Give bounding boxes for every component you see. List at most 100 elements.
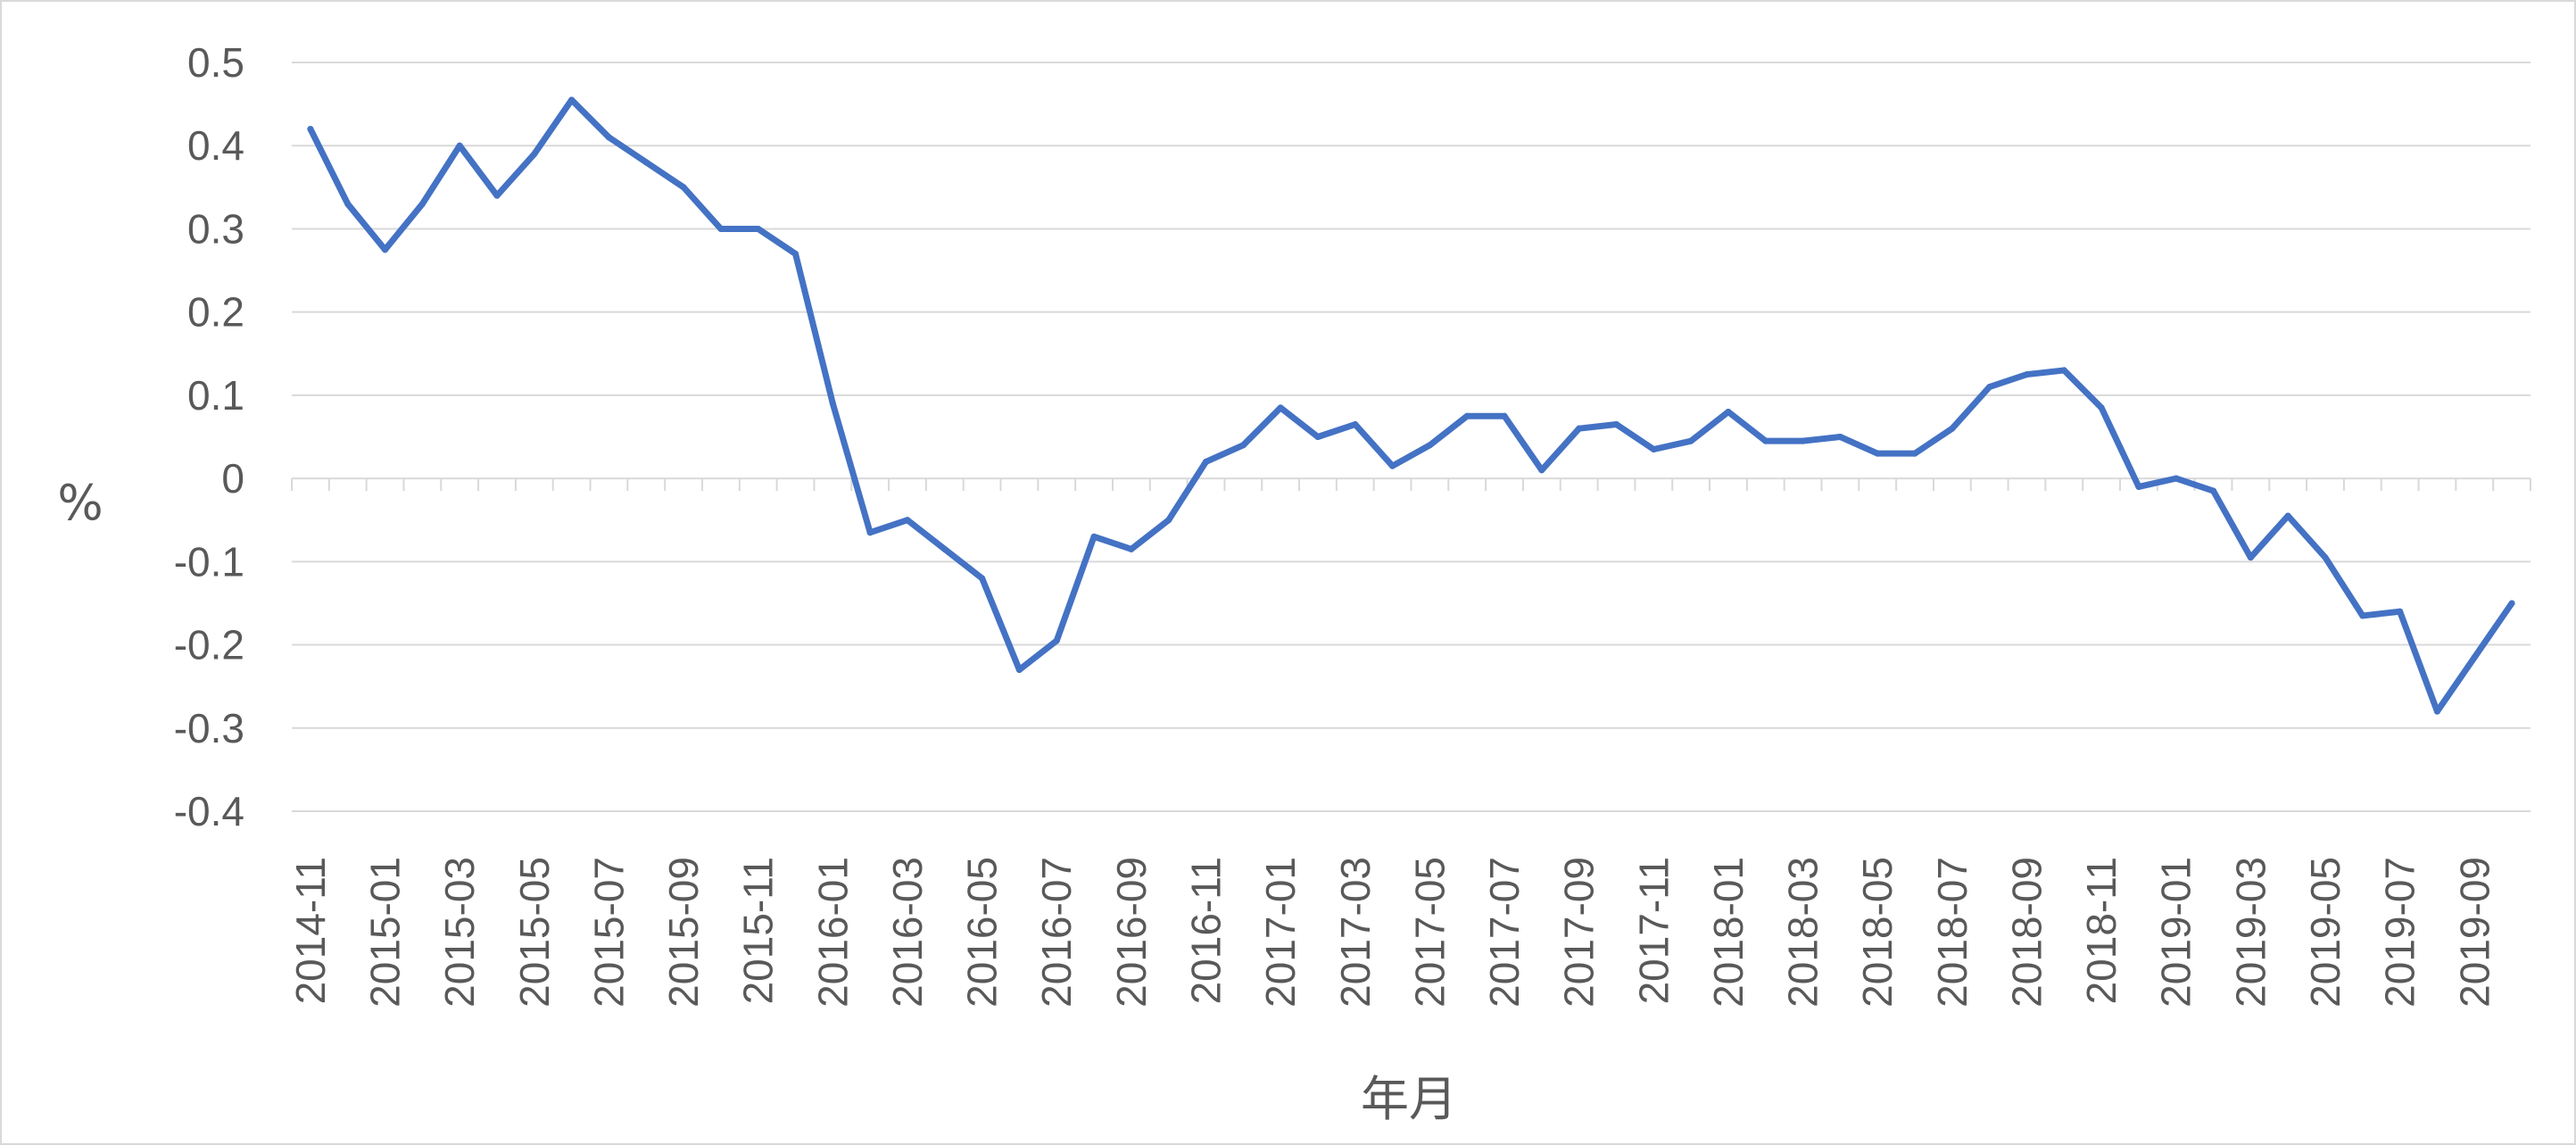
data-point <box>1053 637 1060 644</box>
series-line-segment <box>792 250 836 407</box>
series-line-segment <box>2135 475 2180 490</box>
series-line-segment <box>382 200 426 253</box>
series-line-segment <box>1650 437 1694 452</box>
x-tick-label: 2018-01 <box>1705 857 1752 1008</box>
data-point <box>1874 450 1881 457</box>
data-point <box>1426 442 1433 449</box>
data-point <box>829 400 836 407</box>
series-line-segment <box>755 225 799 257</box>
data-point <box>680 184 687 191</box>
data-point <box>1015 667 1023 674</box>
series-line-segment <box>1986 371 2030 391</box>
data-point <box>1762 437 1769 444</box>
data-point <box>792 250 799 257</box>
x-tick-label: 2017-07 <box>1481 857 1528 1008</box>
series-line-segment <box>1949 384 1993 432</box>
gridlines <box>292 62 2530 812</box>
data-point <box>2210 487 2217 494</box>
series-line-segment <box>1389 442 1433 469</box>
data-point <box>2247 554 2254 561</box>
series-line-segment <box>2359 608 2404 619</box>
x-tick-label: 2018-11 <box>2078 857 2125 1004</box>
data-point <box>1389 462 1396 469</box>
y-tick-label: -0.4 <box>174 788 244 834</box>
data-point <box>344 200 352 207</box>
series-line-segment <box>2098 404 2142 490</box>
series-line-segment <box>2247 512 2291 561</box>
x-tick-label: 2016-11 <box>1183 857 1230 1004</box>
data-point <box>2433 708 2440 715</box>
series-line-segment <box>2210 487 2254 561</box>
series-line-segment <box>1687 409 1732 444</box>
data-point <box>531 151 538 158</box>
series-line-segment <box>2023 367 2067 378</box>
x-tick-label: 2016-05 <box>959 857 1006 1008</box>
series-line-segment <box>1203 442 1247 465</box>
data-point <box>1986 384 1993 391</box>
data-point <box>2060 367 2067 374</box>
data-point <box>866 529 874 536</box>
series-line-segment <box>568 96 612 141</box>
data-point <box>1165 517 1172 524</box>
series-line-segment <box>2397 608 2440 715</box>
series-line-segment <box>307 126 352 207</box>
x-tick-label: 2019-07 <box>2377 857 2423 1008</box>
data-point <box>1836 434 1843 440</box>
series-line-segment <box>344 200 389 253</box>
series-line-segment <box>1538 425 1583 474</box>
x-tick-label: 2015-03 <box>436 857 483 1008</box>
data-point <box>1501 412 1508 419</box>
data-point <box>2023 371 2030 378</box>
series-line-segment <box>2471 600 2515 661</box>
data-point <box>605 134 612 141</box>
x-tick-label: 2015-05 <box>511 857 558 1008</box>
data-point <box>1725 409 1732 416</box>
series-line-segment <box>1800 434 1843 444</box>
series-line-segment <box>1239 404 1284 449</box>
y-axis-tick-labels: 0.5 0.4 0.3 0.2 0.1 0 -0.1 -0.2 -0.3 -0.4 <box>174 39 244 834</box>
series-line-segment <box>1053 533 1097 644</box>
x-tick-label: 2016-01 <box>809 857 856 1008</box>
data-point <box>2135 483 2142 490</box>
series-line-segment <box>1501 412 1545 474</box>
series-line-segment <box>1165 458 1210 524</box>
data-point <box>1463 412 1470 419</box>
x-tick-label: 2018-03 <box>1780 857 1826 1008</box>
data-point <box>1576 425 1583 432</box>
y-tick-label: 0.5 <box>187 39 244 86</box>
x-axis-title: 年月 <box>1361 1071 1457 1127</box>
x-tick-label: 2015-11 <box>735 857 782 1004</box>
data-point <box>1239 442 1247 449</box>
series-line-segment <box>2060 367 2105 411</box>
data-point <box>1800 437 1807 444</box>
series-line-segment <box>1612 421 1657 452</box>
y-tick-label: -0.1 <box>174 538 244 585</box>
data-point <box>1277 404 1284 411</box>
y-tick-label: -0.2 <box>174 622 244 668</box>
x-tick-label: 2018-09 <box>2003 857 2050 1008</box>
x-tick-label: 2017-05 <box>1406 857 1453 1008</box>
data-point <box>941 545 948 552</box>
x-tick-label: 2019-03 <box>2227 857 2274 1008</box>
x-tick-label: 2019-09 <box>2451 857 2497 1008</box>
data-point <box>1911 450 1918 457</box>
data-point <box>1203 458 1210 465</box>
x-tick-label: 2017-03 <box>1332 857 1379 1008</box>
series-line-segment <box>2322 554 2366 619</box>
series-line-segment <box>1128 517 1172 552</box>
series-line-segment <box>979 575 1023 674</box>
data-point <box>418 200 426 207</box>
data-point <box>1612 421 1619 428</box>
series-line-segment <box>1314 421 1359 440</box>
data-point <box>307 126 314 133</box>
data-point <box>2322 554 2329 561</box>
y-tick-label: 0.4 <box>187 122 244 169</box>
data-point <box>1538 467 1545 474</box>
series-line-segment <box>1352 421 1396 469</box>
data-point <box>717 225 725 232</box>
series-line-segment <box>642 159 687 191</box>
x-tick-label: 2016-09 <box>1108 857 1155 1008</box>
series-line-segment <box>829 400 874 536</box>
y-tick-label: 0.2 <box>187 289 244 336</box>
